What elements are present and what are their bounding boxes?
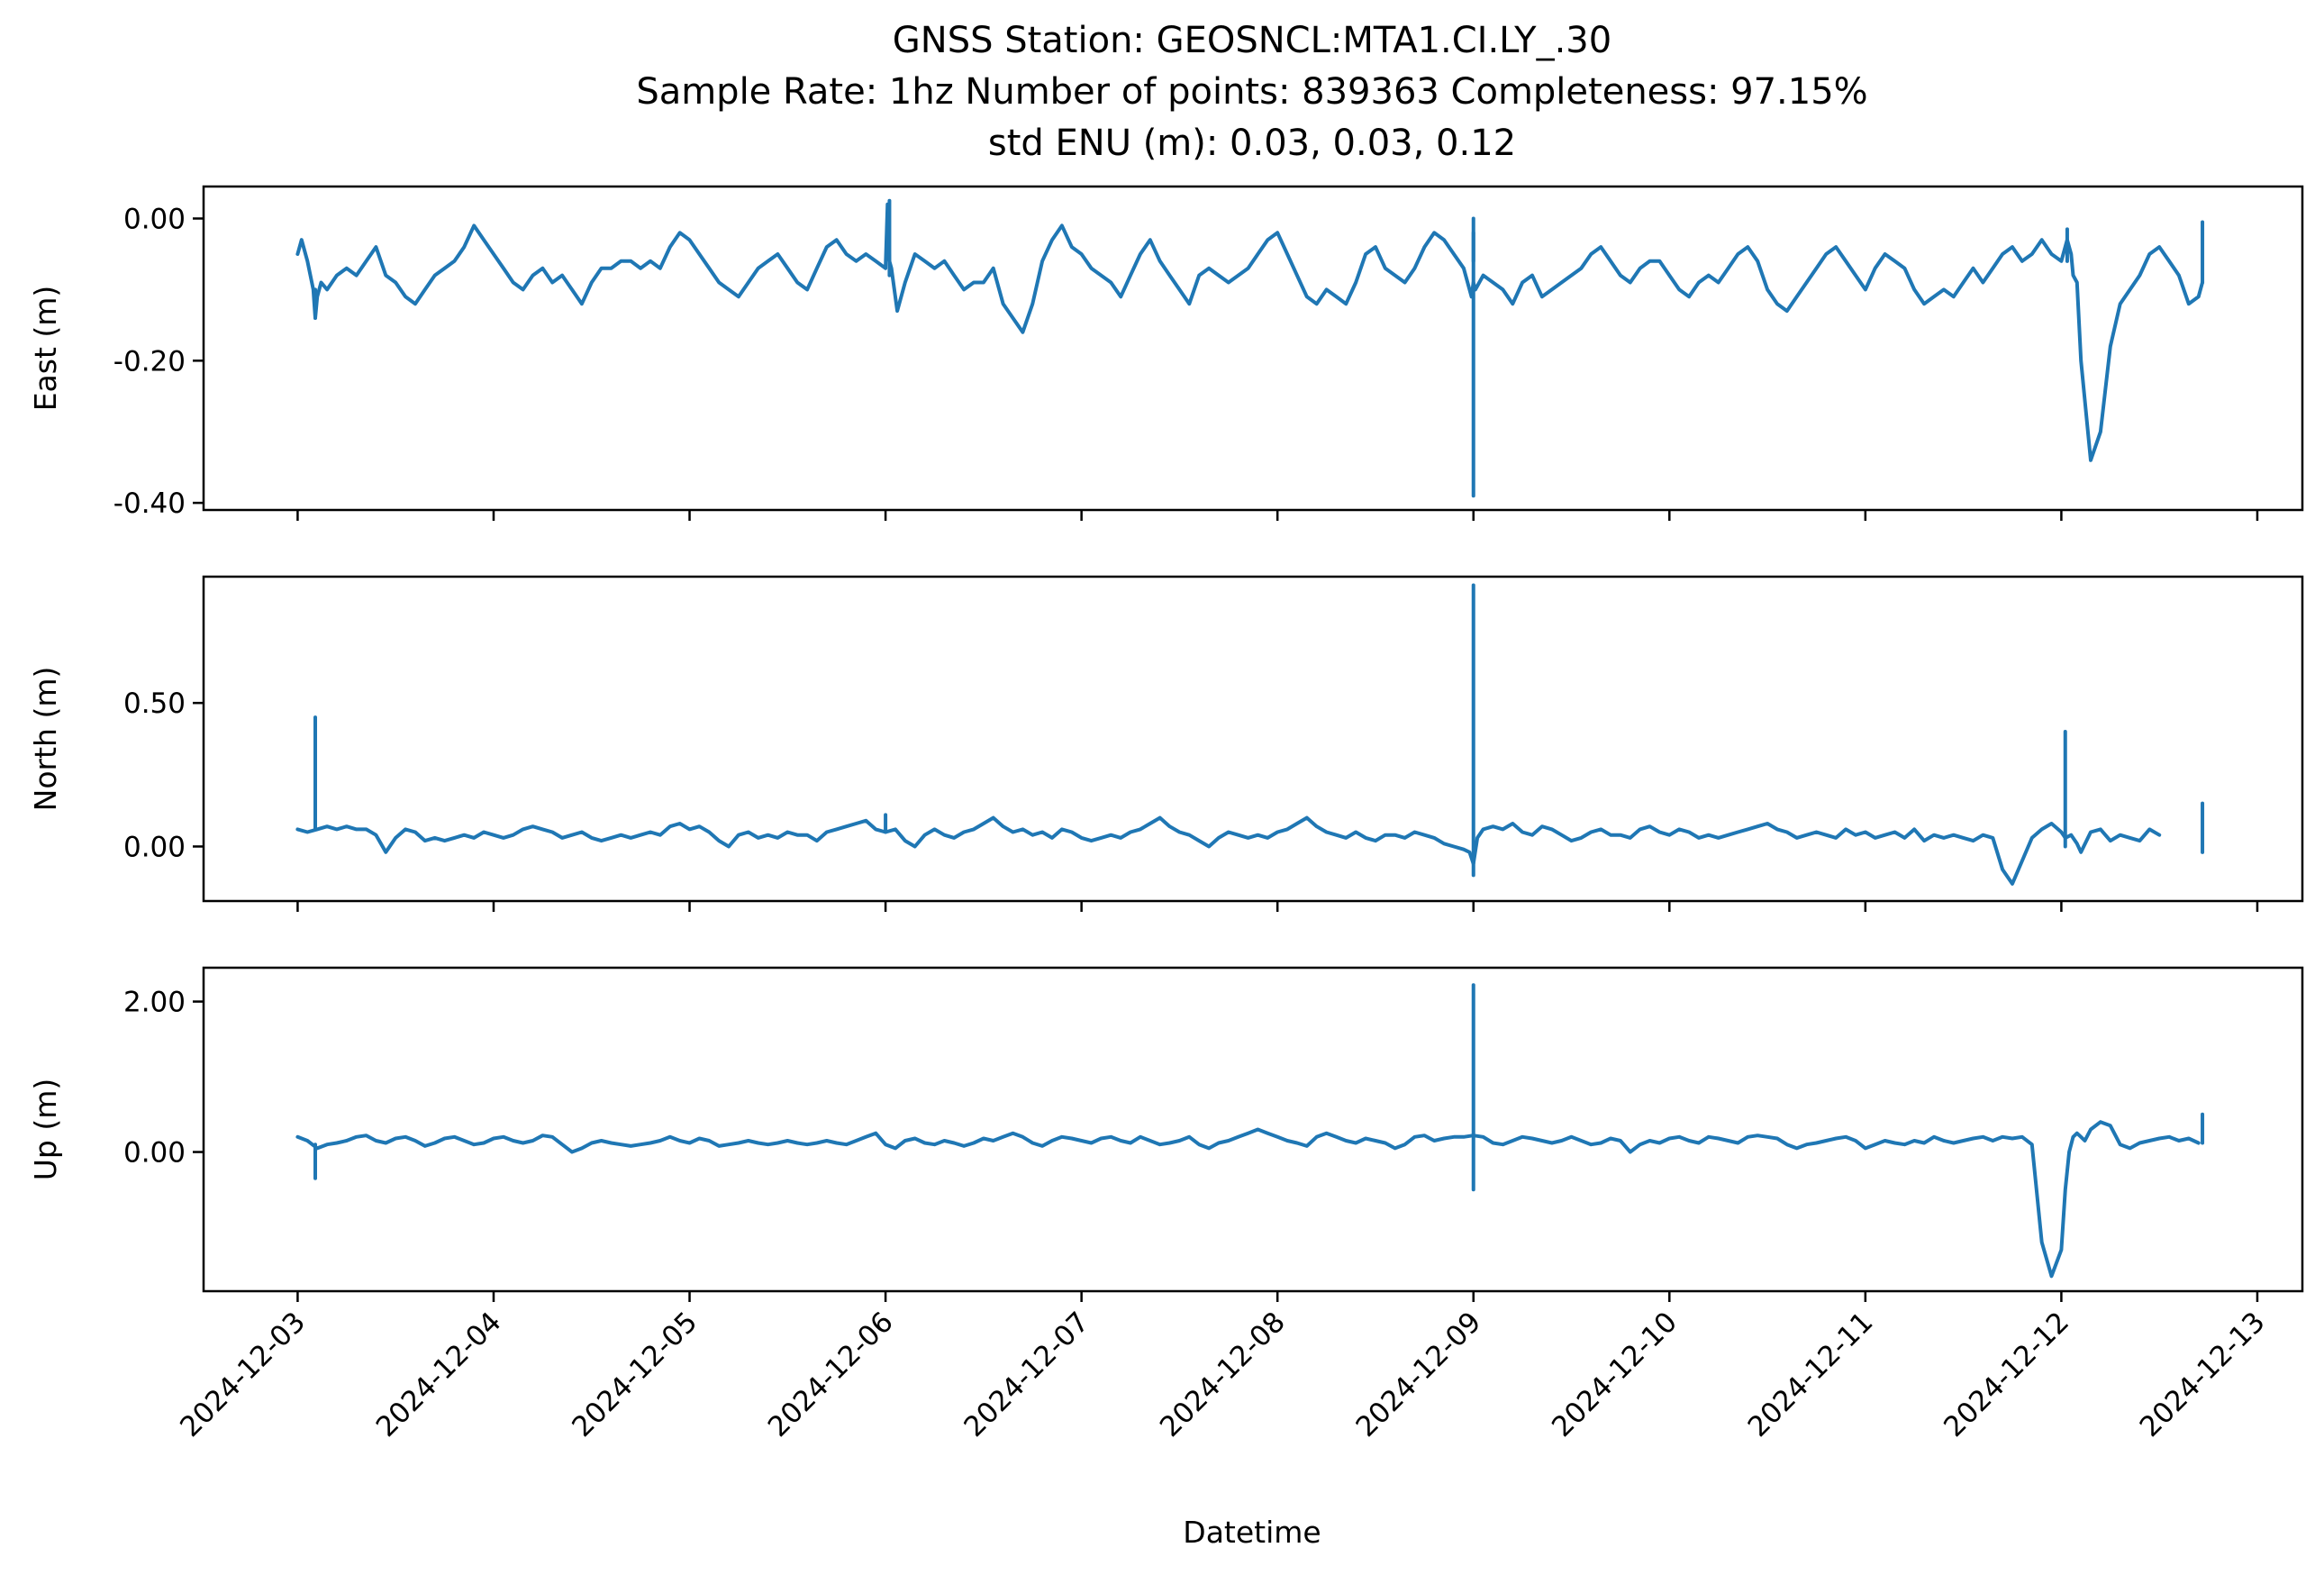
panel-2: 0.00 0.50 North (m): [28, 575, 2304, 912]
y-tick-label: -0.40: [113, 487, 186, 520]
y-axis-label: East (m): [28, 286, 63, 412]
y-axis-label: Up (m): [28, 1079, 63, 1181]
x-axis-label: Datetime: [1183, 1515, 1321, 1550]
y-axis-label: North (m): [28, 667, 63, 812]
y-tick-label: 0.50: [123, 687, 186, 720]
y-tick-label: 0.00: [123, 831, 186, 863]
panel-frame: [202, 185, 2304, 512]
series-line: [295, 1120, 2201, 1279]
y-tick-label: 2.00: [123, 987, 186, 1019]
panel-1: 0.00 -0.20 -0.40 East (m): [28, 185, 2304, 521]
chart-title-line-2: Sample Rate: 1hz Number of points: 83936…: [636, 71, 1867, 113]
panel-frame: [202, 575, 2304, 903]
panel-3: 0.00 2.00 Up (m): [28, 966, 2304, 1302]
series-line: [295, 202, 2204, 462]
series-line: [295, 815, 2162, 886]
y-tick-label: 0.00: [123, 204, 186, 236]
y-tick-label: -0.20: [113, 345, 186, 378]
y-tick-label: 0.00: [123, 1137, 186, 1170]
panel-frame: [202, 966, 2304, 1293]
chart-title-line-3: std ENU (m): 0.03, 0.03, 0.12: [988, 123, 1516, 164]
chart-title-line-1: GNSS Station: GEOSNCL:MTA1.CI.LY_.30: [893, 20, 1611, 61]
